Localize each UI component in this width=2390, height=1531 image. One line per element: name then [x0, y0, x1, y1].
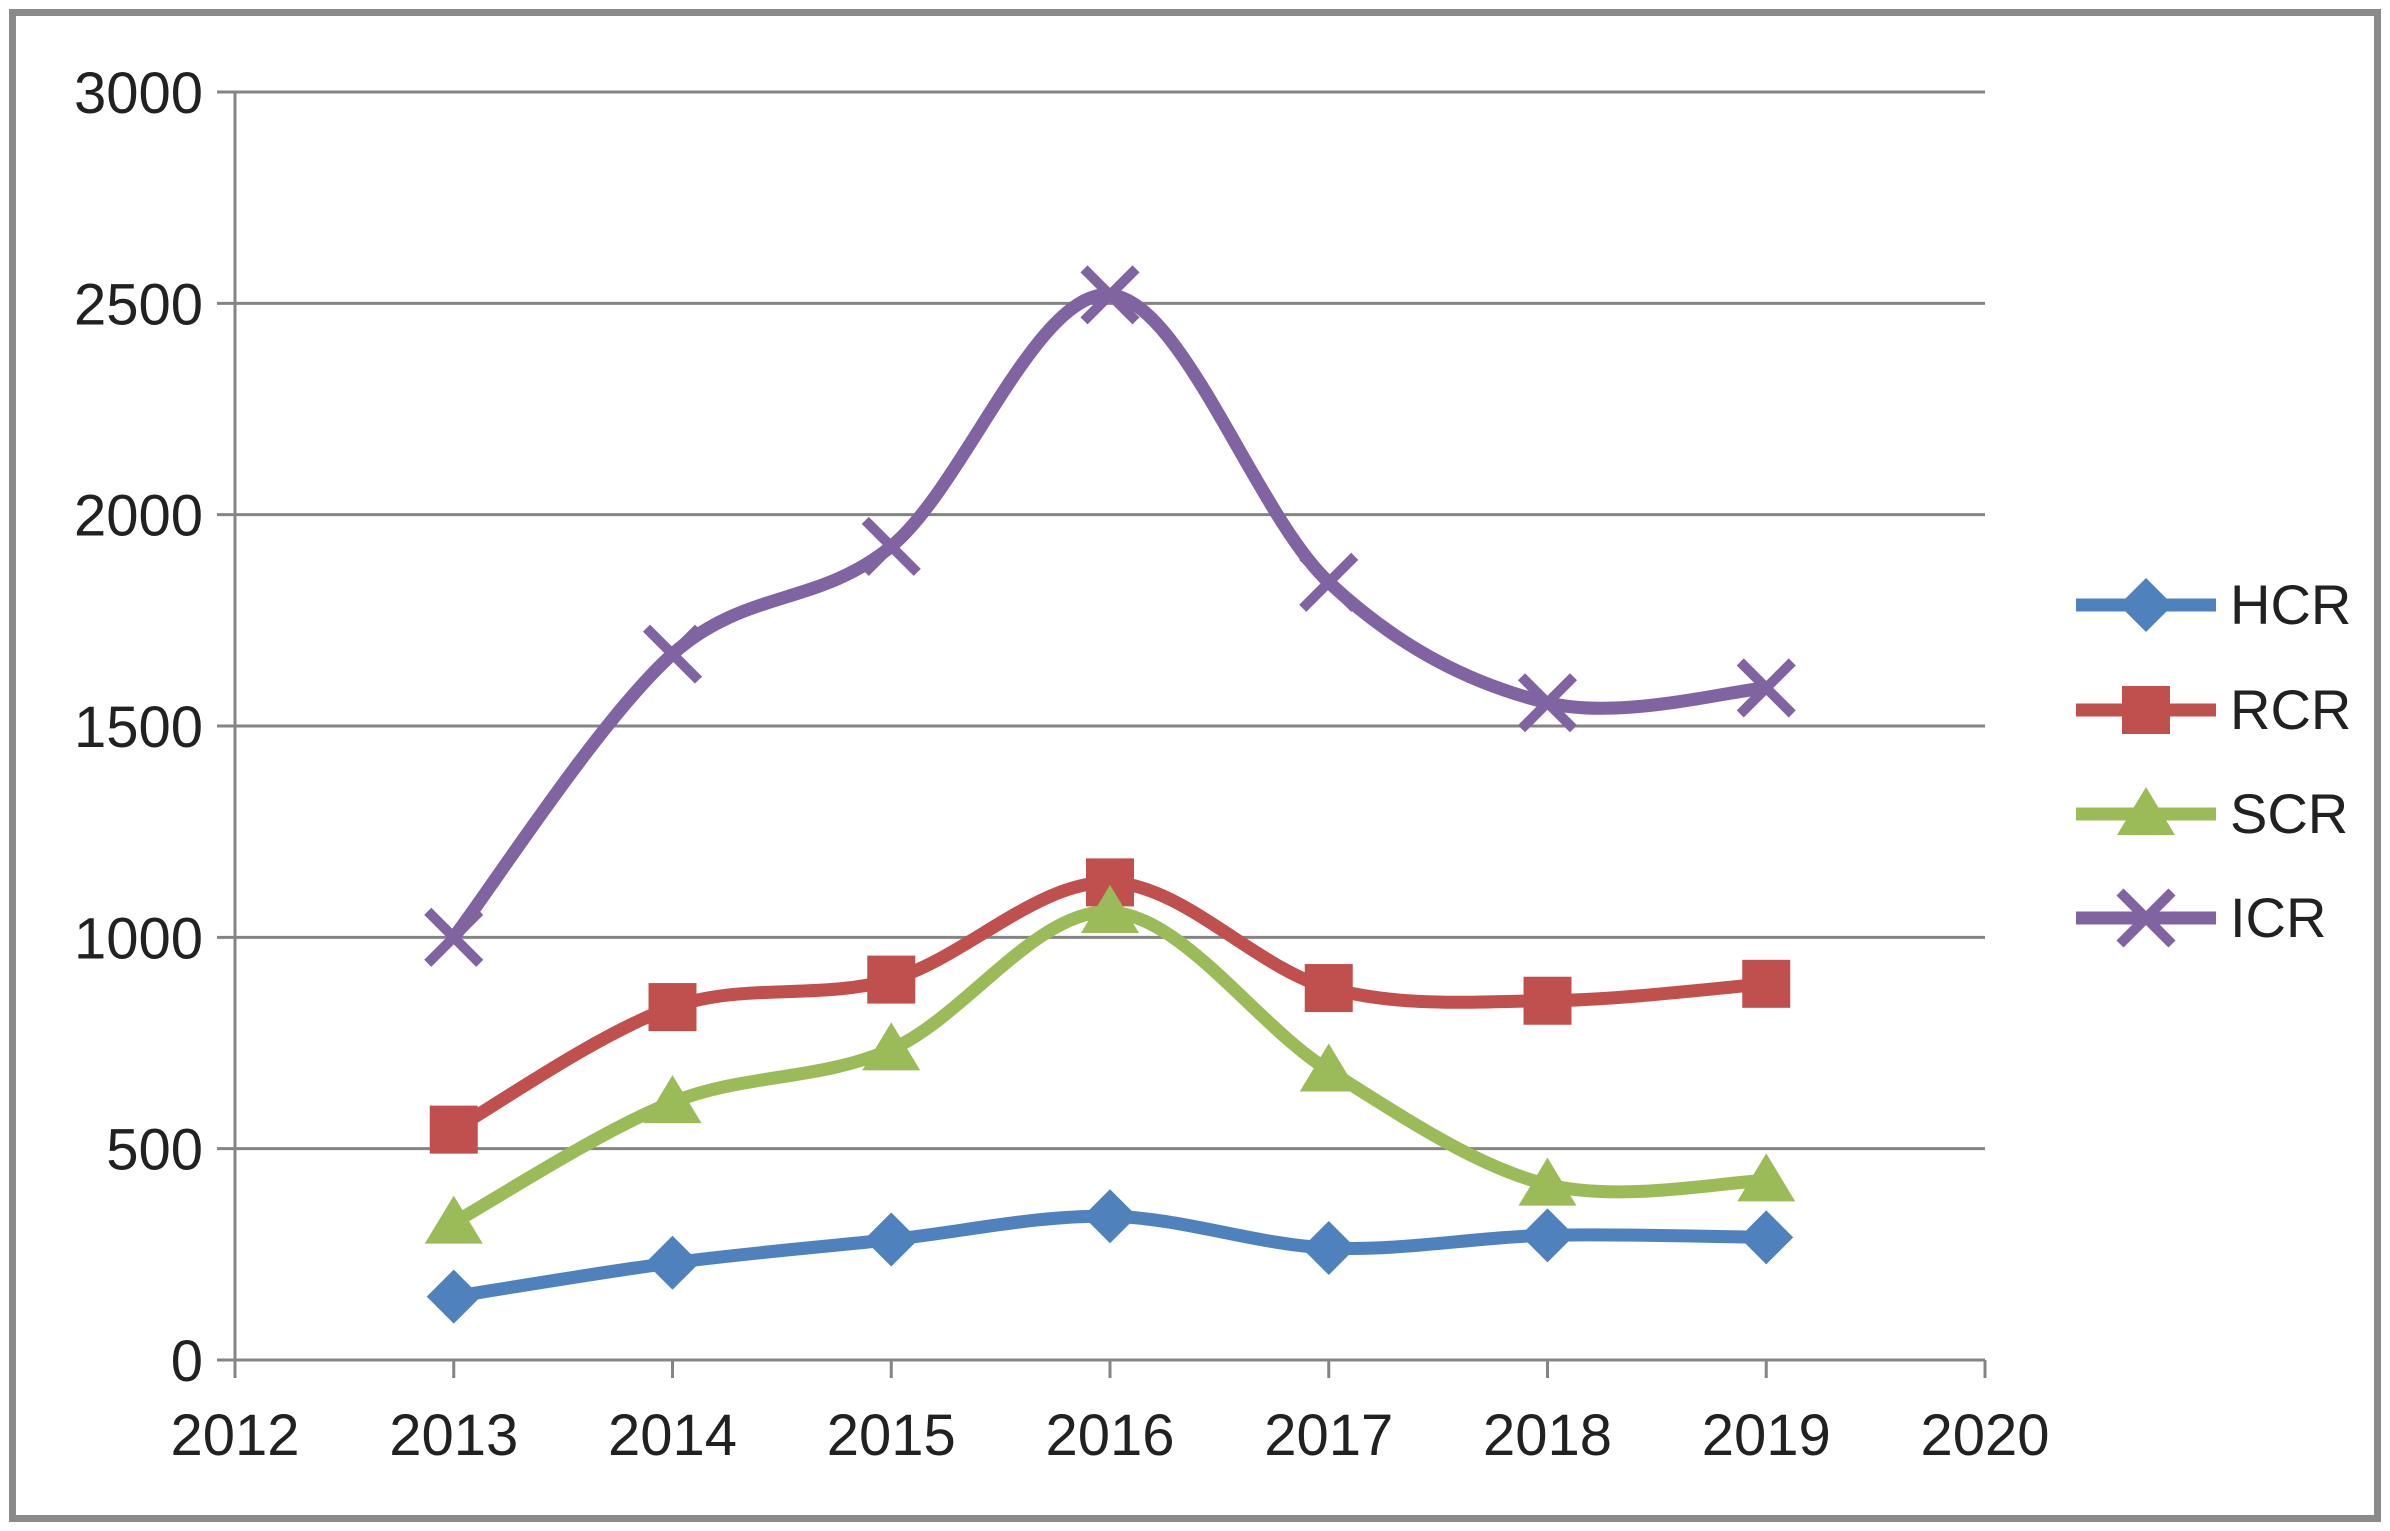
- legend-marker-triangle-icon: [2117, 787, 2175, 835]
- series-marker-icr-2014: [642, 624, 703, 684]
- series-marker-rcr-2014: [648, 983, 697, 1032]
- x-tick-label: 2015: [827, 1403, 956, 1468]
- y-tick-label: 2500: [74, 272, 203, 337]
- x-tick-label: 2014: [608, 1403, 737, 1468]
- series-marker-scr-2013: [424, 1195, 483, 1244]
- series-marker-icr-2016: [1080, 265, 1140, 325]
- series-marker-scr-2016: [1081, 884, 1139, 933]
- x-tick-label: 2016: [1045, 1403, 1174, 1468]
- series-marker-scr-2014: [643, 1075, 702, 1124]
- legend-marker-diamond-icon: [2119, 578, 2173, 632]
- legend-item-scr: SCR: [2070, 784, 2348, 844]
- y-tick-label: 500: [106, 1118, 203, 1183]
- series-marker-scr-2019: [1737, 1153, 1796, 1202]
- series-marker-rcr-2017: [1304, 964, 1353, 1013]
- series-marker-scr-2018: [1518, 1157, 1577, 1206]
- series-marker-icr-2018: [1517, 673, 1578, 733]
- series-marker-scr-2015: [862, 1022, 921, 1071]
- series-marker-icr-2019: [1736, 658, 1796, 718]
- series-marker-hcr-2015: [864, 1212, 919, 1267]
- icr-x-marker-icon: [2076, 888, 2216, 948]
- legend-label-rcr: RCR: [2230, 678, 2352, 741]
- y-tick-label: 1000: [74, 906, 203, 971]
- legend-label-scr: SCR: [2230, 782, 2349, 845]
- series-marker-hcr-2019: [1739, 1210, 1794, 1265]
- series-marker-hcr-2014: [645, 1235, 700, 1290]
- x-tick-label: 2020: [1920, 1403, 2049, 1468]
- x-tick-label: 2013: [389, 1403, 518, 1468]
- hcr-diamond-marker-icon: [2076, 578, 2216, 632]
- legend-marker-square-icon: [2122, 686, 2170, 734]
- series-marker-rcr-2013: [429, 1105, 478, 1154]
- legend-item-icr: ICR: [2070, 888, 2326, 948]
- series-marker-hcr-2017: [1301, 1220, 1356, 1275]
- y-tick-label: 1500: [74, 695, 203, 760]
- series-marker-rcr-2018: [1523, 976, 1572, 1025]
- x-tick-label: 2019: [1702, 1403, 1831, 1468]
- legend-label-hcr: HCR: [2230, 573, 2352, 636]
- series-marker-icr-2013: [424, 907, 484, 967]
- series-marker-icr-2015: [861, 516, 921, 576]
- legend-label-icr: ICR: [2230, 886, 2327, 949]
- series-marker-rcr-2019: [1742, 959, 1791, 1008]
- x-tick-label: 2017: [1264, 1403, 1393, 1468]
- scr-triangle-marker-icon: [2076, 787, 2216, 835]
- y-tick-label: 0: [171, 1329, 203, 1394]
- legend-item-hcr: HCR: [2070, 575, 2351, 635]
- series-marker-scr-2017: [1299, 1043, 1358, 1092]
- series-marker-hcr-2018: [1520, 1208, 1575, 1263]
- series-marker-rcr-2015: [867, 955, 916, 1004]
- y-tick-label: 3000: [74, 61, 203, 126]
- x-tick-label: 2018: [1483, 1403, 1612, 1468]
- series-line-icr: [447, 288, 1773, 944]
- series-marker-icr-2017: [1299, 552, 1359, 612]
- rcr-square-marker-icon: [2076, 686, 2216, 734]
- series-line-scr: [447, 905, 1773, 1230]
- series-marker-hcr-2016: [1083, 1189, 1137, 1244]
- series-marker-hcr-2013: [426, 1269, 481, 1324]
- y-tick-label: 2000: [74, 484, 203, 549]
- legend-marker-x-icon: [2116, 888, 2176, 948]
- legend-item-rcr: RCR: [2070, 680, 2351, 740]
- x-tick-label: 2012: [170, 1403, 299, 1468]
